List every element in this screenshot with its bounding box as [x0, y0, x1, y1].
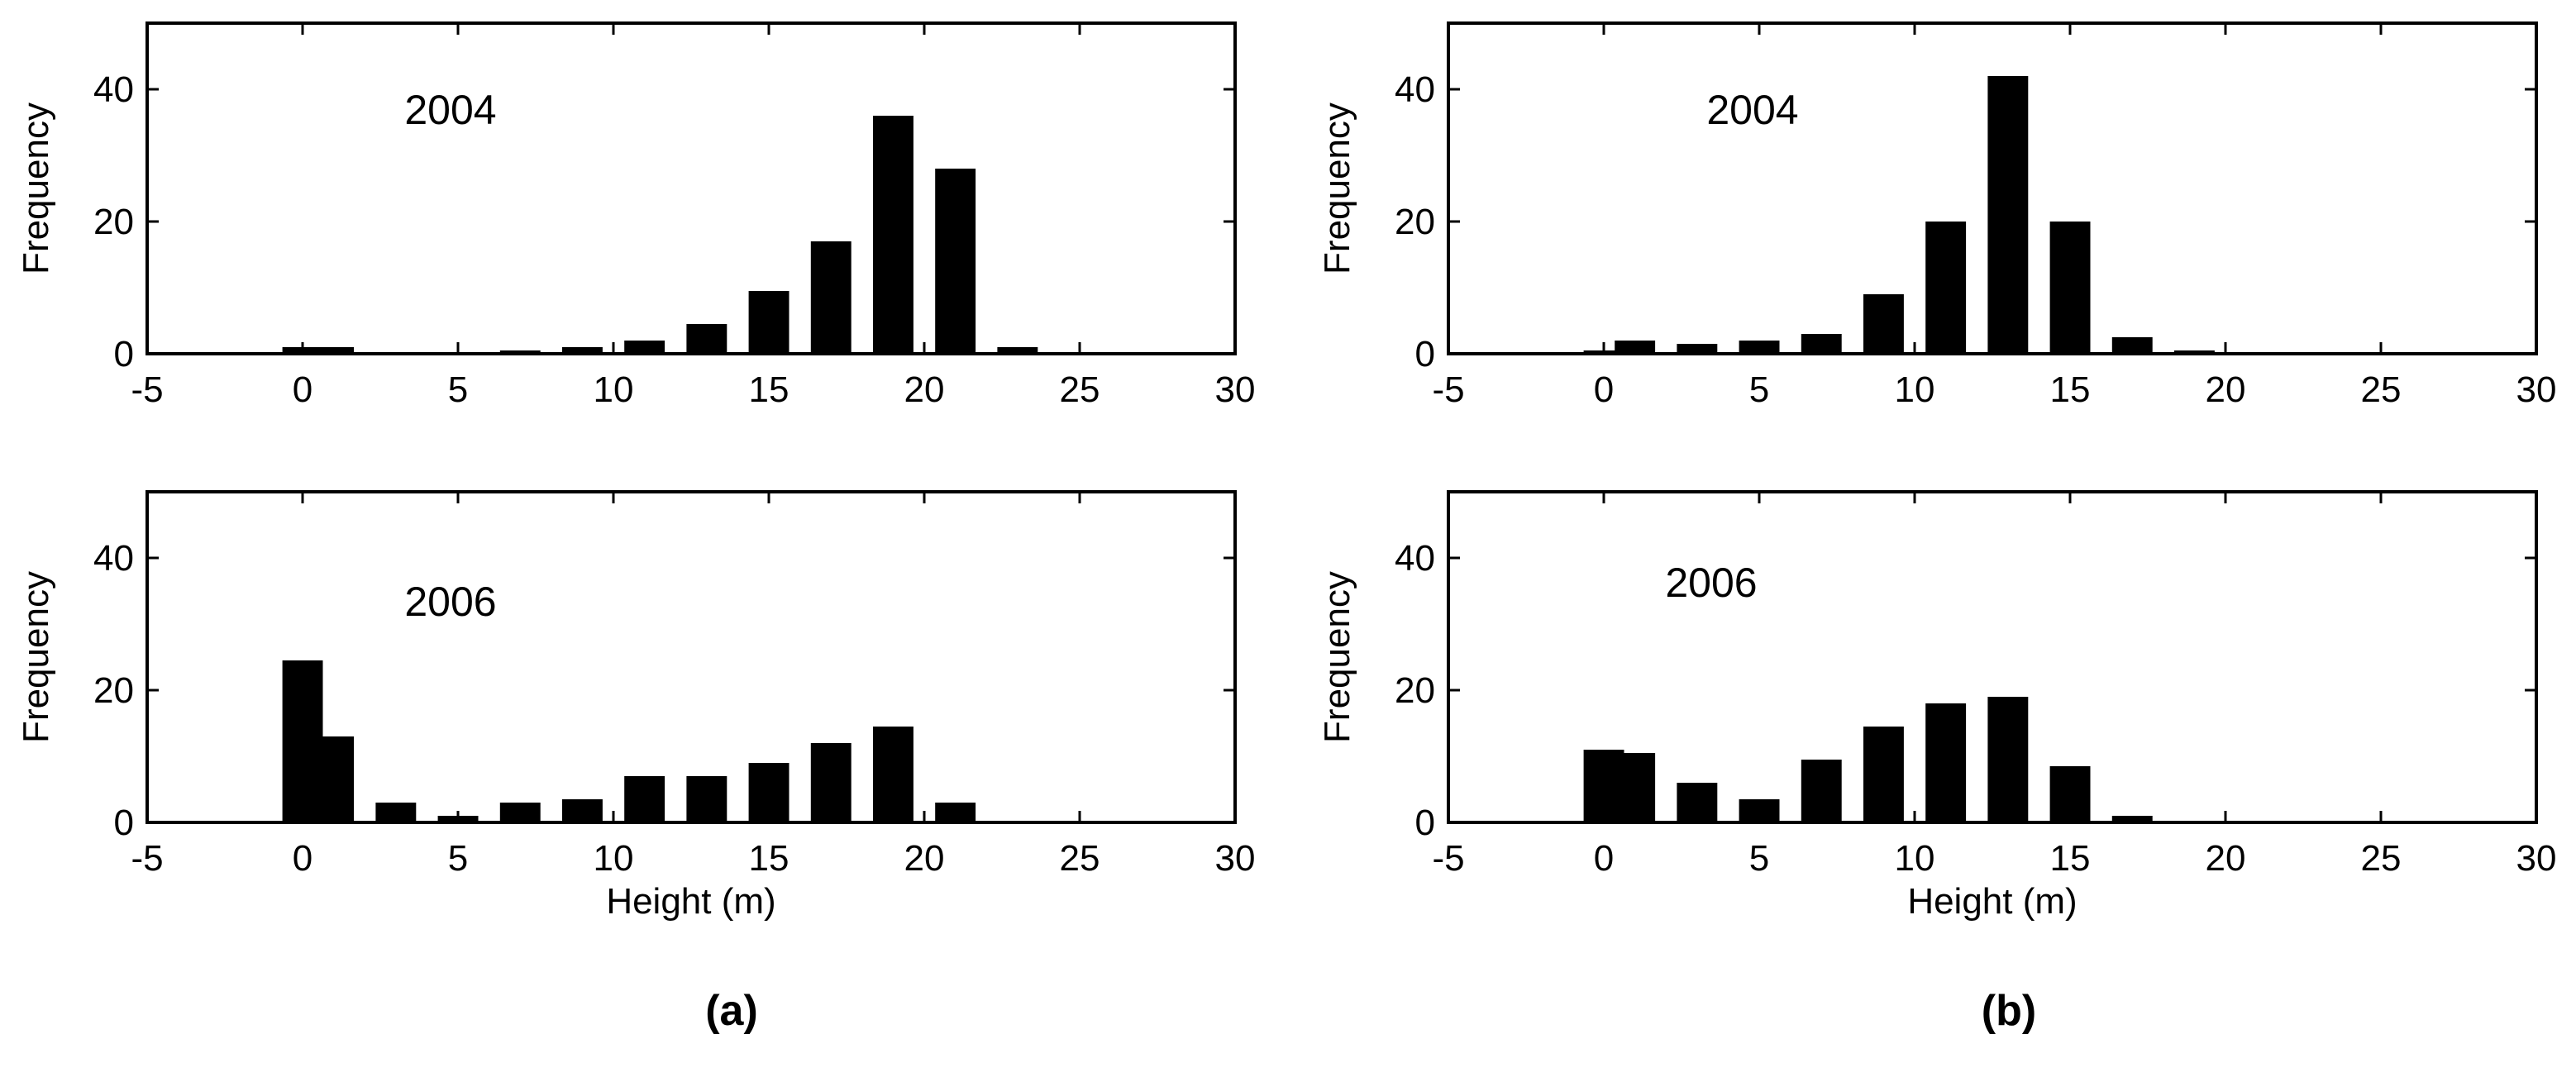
- y-axis-label: Frequency: [1317, 102, 1357, 274]
- x-tick-label: 25: [1060, 369, 1100, 410]
- bar: [1863, 294, 1904, 354]
- bar: [810, 241, 852, 354]
- x-tick-label: 10: [1895, 838, 1935, 879]
- y-tick-label: 0: [114, 803, 134, 843]
- y-tick-label: 0: [1415, 803, 1435, 843]
- y-tick-label: 20: [1395, 670, 1435, 711]
- x-tick-label: -5: [131, 838, 163, 879]
- x-tick-label: 15: [2050, 369, 2091, 410]
- x-tick-label: 10: [1895, 369, 1935, 410]
- y-tick-label: 40: [1395, 69, 1435, 110]
- y-tick-label: 40: [93, 69, 134, 110]
- x-tick-label: 25: [2361, 838, 2402, 879]
- bar: [686, 324, 727, 354]
- bar: [2111, 337, 2153, 354]
- x-tick-label: 20: [904, 369, 945, 410]
- bar: [810, 743, 852, 822]
- bar: [1801, 760, 1842, 822]
- bar: [1677, 783, 1718, 822]
- y-tick-label: 0: [1415, 334, 1435, 374]
- x-tick-label: 0: [1594, 369, 1614, 410]
- bar: [997, 347, 1038, 354]
- bar: [499, 803, 541, 822]
- bar: [1987, 697, 2029, 822]
- x-tick-label: 10: [594, 838, 634, 879]
- x-tick-label: -5: [131, 369, 163, 410]
- bar: [686, 776, 727, 822]
- x-tick-label: -5: [1432, 369, 1464, 410]
- x-tick-label: 15: [749, 369, 789, 410]
- bar: [313, 347, 355, 354]
- x-tick-label: 15: [2050, 838, 2091, 879]
- y-tick-label: 20: [1395, 202, 1435, 242]
- bar: [624, 776, 665, 822]
- x-tick-label: 25: [1060, 838, 1100, 879]
- y-tick-label: 20: [93, 202, 134, 242]
- bar: [375, 803, 417, 822]
- x-tick-label: 10: [594, 369, 634, 410]
- x-tick-label: 30: [1215, 369, 1256, 410]
- x-tick-label: -5: [1432, 838, 1464, 879]
- plot-frame: [145, 21, 1237, 355]
- bar: [313, 736, 355, 822]
- x-axis-label: Height (m): [606, 881, 775, 922]
- x-tick-label: 5: [1749, 369, 1769, 410]
- year-annotation: 2004: [1706, 87, 1798, 133]
- bar: [1615, 341, 1656, 354]
- bar: [873, 727, 914, 822]
- y-tick-label: 40: [1395, 538, 1435, 579]
- bar: [1987, 76, 2029, 354]
- panel-label-b: (b): [1982, 987, 2036, 1035]
- bar: [1615, 753, 1656, 822]
- bar: [2111, 816, 2153, 822]
- x-tick-label: 20: [2206, 369, 2246, 410]
- x-axis-label: Height (m): [1907, 881, 2077, 922]
- x-tick-label: 15: [749, 838, 789, 879]
- bar: [1677, 344, 1718, 354]
- bar: [624, 341, 665, 354]
- plot-frame: [1447, 490, 2538, 824]
- bar: [873, 116, 914, 354]
- x-tick-label: 30: [1215, 838, 1256, 879]
- bar: [562, 799, 603, 822]
- x-tick-label: 20: [2206, 838, 2246, 879]
- bar: [1925, 703, 1967, 822]
- year-annotation: 2006: [1665, 560, 1757, 606]
- x-tick-label: 0: [293, 369, 312, 410]
- year-annotation: 2006: [404, 579, 496, 625]
- bar: [1801, 334, 1842, 354]
- x-tick-label: 20: [904, 838, 945, 879]
- bar: [1863, 727, 1904, 822]
- x-tick-label: 25: [2361, 369, 2402, 410]
- bar: [935, 803, 976, 822]
- x-tick-label: 5: [448, 838, 468, 879]
- y-axis-label: Frequency: [1317, 571, 1357, 743]
- year-annotation: 2004: [404, 87, 496, 133]
- bar: [1925, 222, 1967, 354]
- panel-label-a: (a): [705, 987, 758, 1035]
- y-axis-label: Frequency: [16, 571, 56, 743]
- plot-frame: [1447, 21, 2538, 355]
- bar: [562, 347, 603, 354]
- x-tick-label: 5: [448, 369, 468, 410]
- bar: [935, 169, 976, 354]
- x-tick-label: 5: [1749, 838, 1769, 879]
- y-axis-label: Frequency: [16, 102, 56, 274]
- plot-frame: [145, 490, 1237, 824]
- x-tick-label: 0: [1594, 838, 1614, 879]
- y-tick-label: 40: [93, 538, 134, 579]
- y-tick-label: 0: [114, 334, 134, 374]
- x-tick-label: 30: [2516, 369, 2557, 410]
- x-tick-label: 30: [2516, 838, 2557, 879]
- bar: [2049, 222, 2091, 354]
- x-tick-label: 0: [293, 838, 312, 879]
- y-tick-label: 20: [93, 670, 134, 711]
